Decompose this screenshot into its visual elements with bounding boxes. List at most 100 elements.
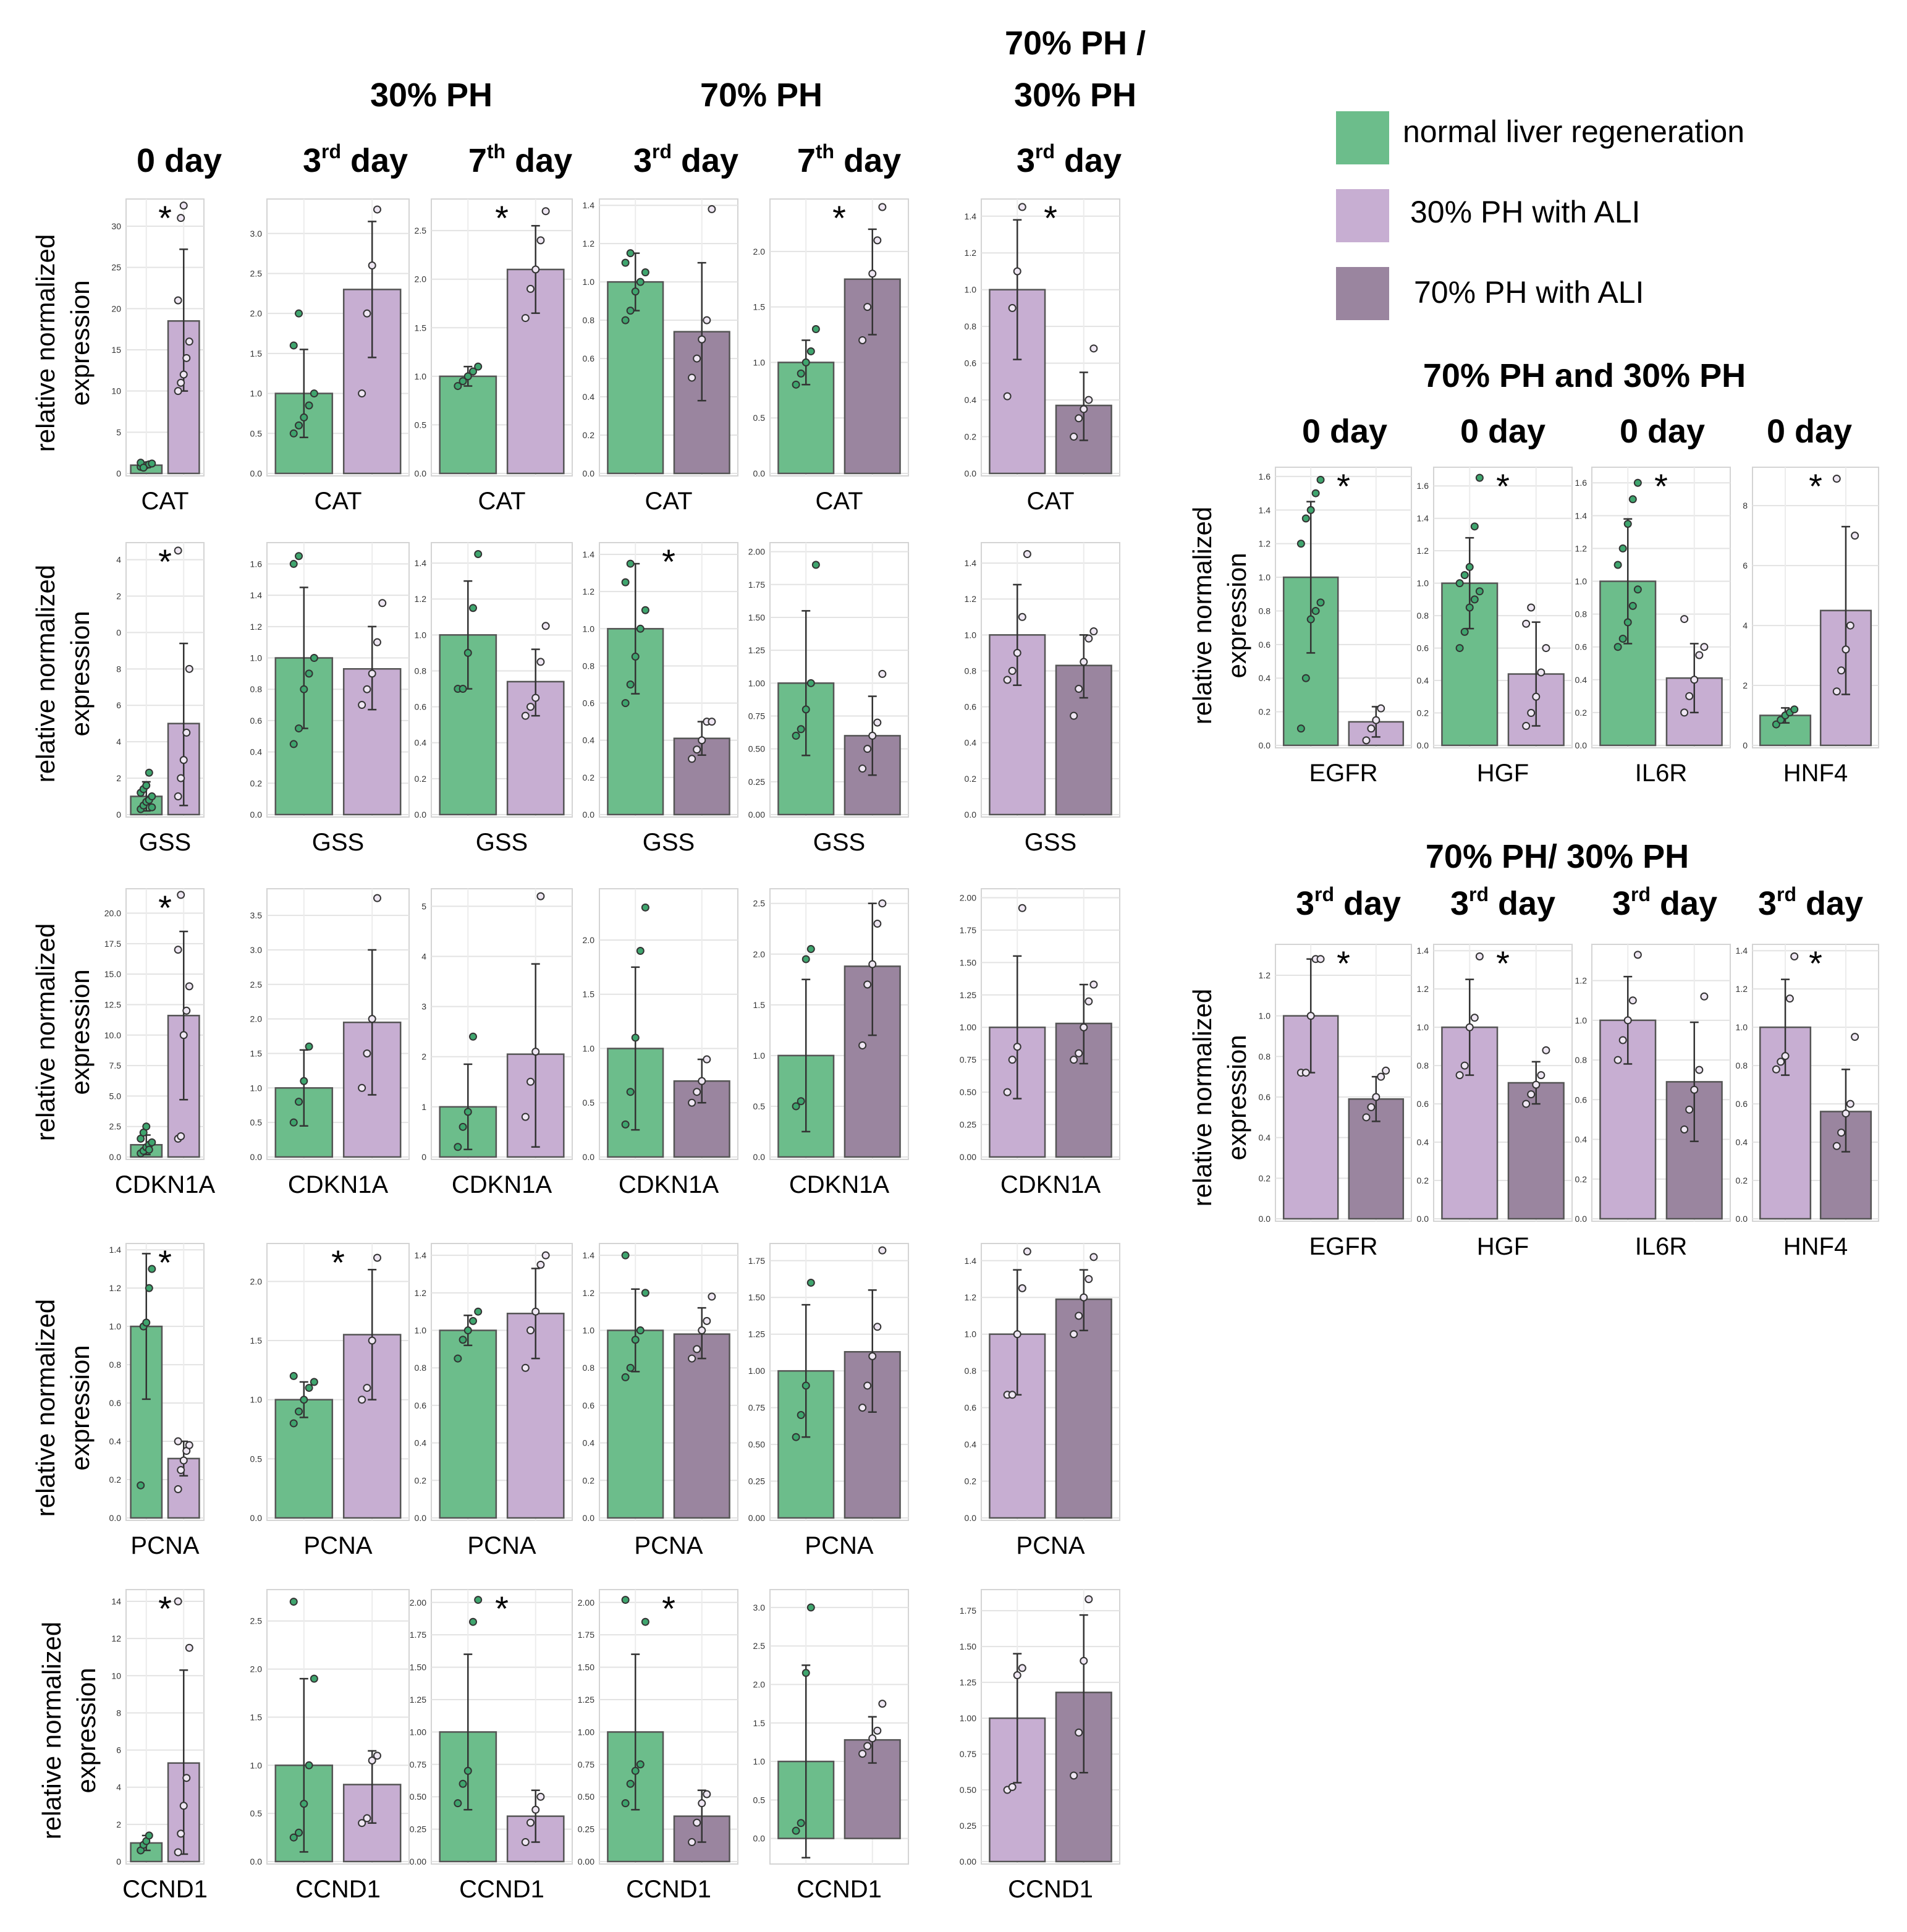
y-tick-label: 12: [111, 1633, 121, 1643]
data-point: [688, 755, 696, 763]
y-tick-label: 1.50: [578, 1663, 594, 1672]
y-tick-label: 0.6: [965, 702, 977, 712]
y-tick-label: 1.5: [753, 1718, 766, 1728]
y-tick-label: 0.5: [250, 1454, 263, 1464]
y-tick-label: 0.50: [748, 1439, 765, 1449]
y-tick-label: 0.0: [1736, 1214, 1748, 1224]
y-tick-label: 8: [116, 664, 121, 674]
y-tick-label: 0.5: [415, 420, 427, 430]
y-tick-label: 1.6: [1575, 478, 1588, 488]
significance-star: *: [158, 888, 172, 927]
data-point: [1018, 1664, 1026, 1672]
data-point: [806, 679, 815, 687]
panel-gss-70ph-7d: 0.00 0.25 0.50 0.75 1.00 1.25 1.50 1.75 2.00 GSS: [748, 542, 909, 856]
data-point: [1455, 644, 1464, 653]
panel-pcna-70ph-7d: 0.00 0.25 0.50 0.75 1.00 1.25 1.50 1.75 PCNA: [748, 1243, 909, 1559]
data-point: [1522, 722, 1531, 731]
data-point: [1618, 634, 1627, 643]
data-point: [621, 316, 630, 324]
y-tick-label: 0.6: [583, 354, 595, 363]
y-tick-label: 1.25: [748, 1329, 765, 1339]
y-tick-label: 2.00: [578, 1598, 594, 1608]
y-tick-label: 0.2: [1417, 1176, 1429, 1185]
data-point: [177, 378, 185, 387]
data-point: [142, 1318, 151, 1327]
y-label-line1: relative normalized: [31, 923, 60, 1142]
y-tick-label: 0.75: [960, 1749, 976, 1759]
data-point: [1070, 1771, 1078, 1780]
data-point: [873, 920, 882, 928]
gene-label: GSS: [643, 829, 695, 856]
data-point: [631, 652, 640, 661]
data-point: [708, 1292, 716, 1301]
data-point: [858, 1404, 867, 1412]
data-point: [521, 1112, 530, 1121]
y-tick-label: 2.5: [250, 980, 263, 989]
y-tick-label: 10: [111, 386, 121, 396]
y-tick-label: 1.2: [965, 1292, 977, 1302]
day-header-70ph-7d: 7th day: [797, 140, 901, 179]
y-tick-label: 2: [421, 1052, 426, 1062]
data-point: [300, 1396, 308, 1404]
data-point: [1680, 708, 1689, 717]
y-tick-label: 1.0: [109, 1321, 122, 1331]
data-point: [1316, 955, 1325, 964]
data-point: [858, 765, 867, 773]
data-point: [641, 606, 649, 614]
y-tick-label: 0.6: [415, 1400, 427, 1410]
data-point: [174, 1485, 182, 1494]
data-point: [1680, 1125, 1689, 1133]
data-point: [1080, 1656, 1088, 1665]
data-point: [310, 654, 318, 663]
day-header-hnf4-3d: 3rd day: [1758, 883, 1863, 922]
data-point: [797, 1819, 805, 1828]
y-tick-label: 0.0: [109, 1513, 122, 1523]
y-tick-label: 0.4: [1417, 676, 1429, 685]
y-tick-label: 1.4: [583, 549, 595, 559]
gene-label: CAT: [478, 488, 525, 515]
day-num: 3: [1450, 885, 1469, 922]
data-point: [531, 1307, 540, 1316]
y-tick-label: 0.0: [250, 1857, 263, 1866]
data-point: [1008, 1391, 1017, 1399]
panel-hnf4-ratio-3d: 0.0 0.2 0.4 0.6 0.8 1.0 1.2 1.4 * HNF4: [1736, 944, 1879, 1260]
data-point: [858, 336, 867, 344]
y-label-line2: expression: [66, 969, 95, 1095]
data-point: [295, 1828, 303, 1837]
data-point: [1618, 1036, 1627, 1044]
gene-label: GSS: [139, 829, 191, 856]
y-tick-label: 0.8: [965, 321, 977, 331]
data-point: [693, 1818, 701, 1827]
data-point: [801, 1669, 810, 1677]
y-tick-label: 1.2: [583, 587, 595, 596]
y-tick-label: 1.0: [415, 1326, 427, 1336]
data-point: [878, 669, 887, 678]
y-tick-label: 1.0: [250, 653, 263, 663]
y-tick-label: 2: [116, 1820, 121, 1829]
data-point: [358, 701, 366, 710]
y-tick-label: 0.8: [109, 1360, 122, 1370]
panel-hnf4-0d: 0 2 4 6 8 * HNF4: [1743, 467, 1879, 787]
data-point: [708, 718, 716, 726]
data-point: [792, 380, 800, 389]
data-point: [1685, 1105, 1694, 1114]
y-tick-label: 1.2: [1736, 984, 1748, 994]
y-tick-label: 0.2: [583, 430, 595, 440]
y-tick-label: 4: [116, 1782, 121, 1792]
data-point: [1777, 1057, 1785, 1066]
y-tick-label: 0.4: [965, 395, 977, 405]
y-tick-label: 0: [116, 468, 121, 478]
data-point: [1475, 473, 1484, 482]
y-tick-label: 0.0: [965, 1513, 977, 1523]
data-point: [688, 1838, 696, 1847]
panel-gss-30ph-7d: 0.0 0.2 0.4 0.6 0.8 1.0 1.2 1.4 GSS: [415, 542, 573, 856]
significance-star: *: [662, 1589, 675, 1628]
data-point: [863, 1742, 872, 1750]
y-tick-label: 0.2: [250, 778, 263, 788]
y-tick-label: 0.2: [965, 432, 977, 442]
data-point: [1460, 627, 1469, 636]
significance-star: *: [1496, 467, 1510, 506]
data-point: [1089, 1253, 1098, 1261]
data-point: [474, 1596, 483, 1604]
panel-cdkn1a-ratio-3d: 0.00 0.25 0.50 0.75 1.00 1.25 1.50 1.75 2.00 CDKN…: [960, 888, 1120, 1198]
